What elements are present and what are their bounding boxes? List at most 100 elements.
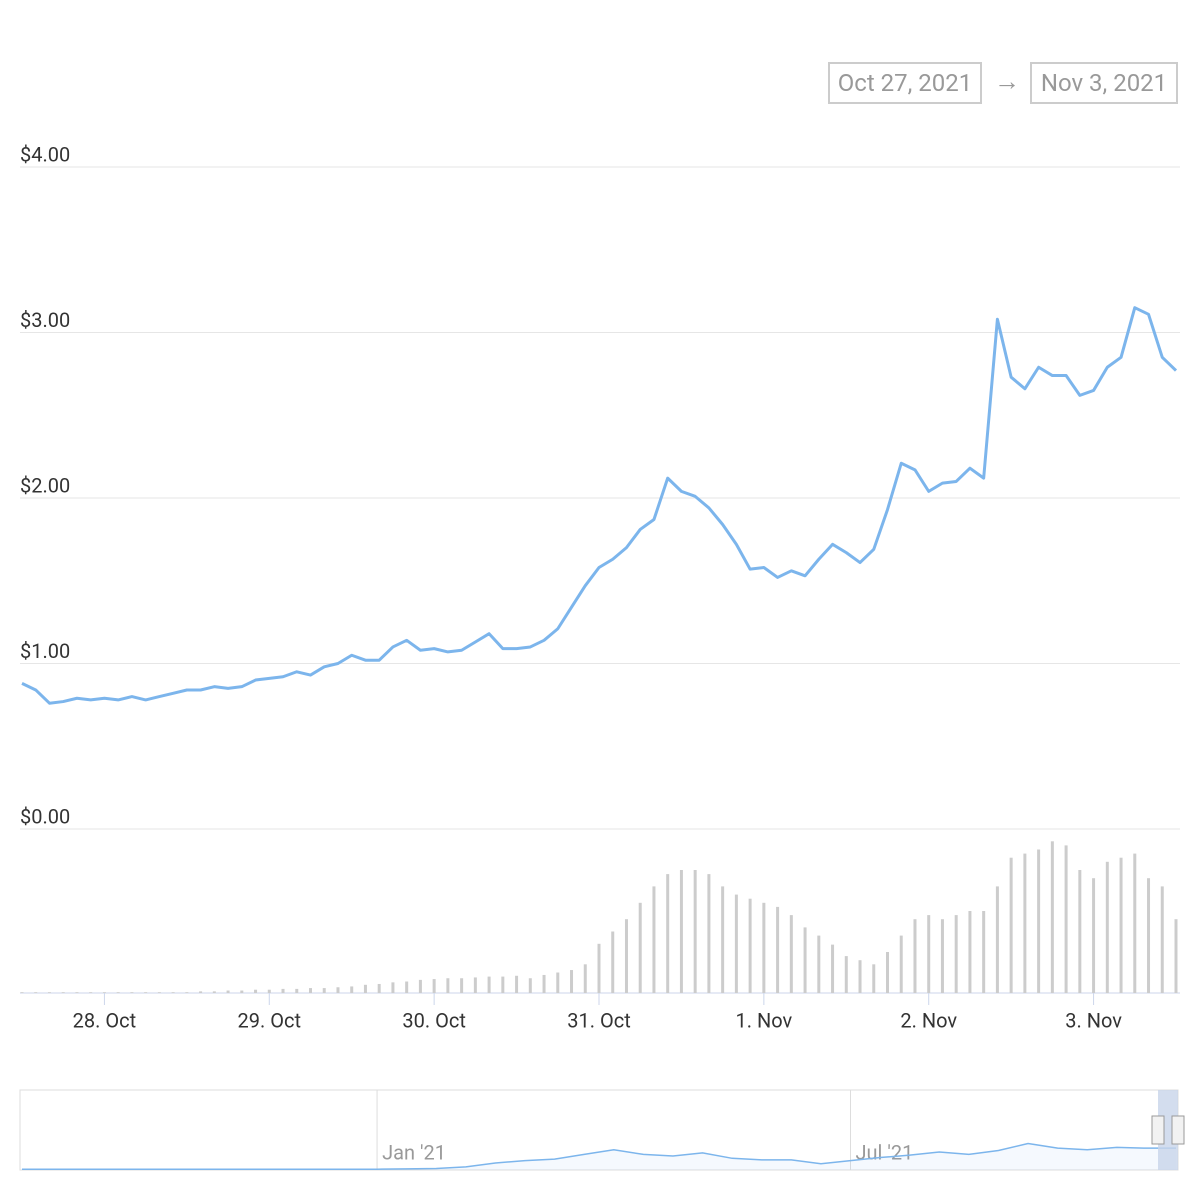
volume-bar [267, 989, 271, 993]
volume-bar [281, 988, 285, 993]
volume-bar [583, 964, 587, 993]
volume-bar [542, 974, 546, 993]
volume-bar [679, 870, 683, 993]
volume-bar [913, 919, 917, 993]
volume-bar [831, 944, 835, 993]
navigator-selection[interactable] [1158, 1090, 1178, 1170]
x-tick-label: 3. Nov [1065, 1008, 1122, 1032]
volume-bar [1133, 853, 1137, 993]
volume-bar [185, 992, 189, 993]
volume-bar [624, 919, 628, 993]
range-arrow: → [994, 67, 1020, 97]
volume-bar [473, 977, 477, 993]
volume-bar [789, 915, 793, 993]
y-tick-label: $3.00 [20, 308, 70, 332]
volume-bar [309, 988, 312, 993]
volume-bar [144, 992, 148, 993]
volume-bar [391, 982, 395, 993]
volume-bar [968, 911, 972, 993]
volume-bar [872, 964, 876, 993]
volume-bar [501, 976, 505, 993]
volume-bar [1092, 878, 1096, 993]
volume-bar [721, 886, 725, 993]
volume-bar [171, 992, 175, 993]
volume-bar [336, 987, 340, 993]
volume-bar [1174, 919, 1178, 993]
volume-bar [652, 886, 656, 993]
volume-bar [858, 960, 862, 993]
volume-bar [102, 992, 106, 993]
volume-bar [20, 992, 24, 993]
x-tick-label: 1. Nov [736, 1008, 793, 1032]
navigator-area [22, 1143, 1176, 1170]
volume-bar [1078, 870, 1082, 993]
volume-bar [844, 956, 848, 993]
range-to[interactable]: Nov 3, 2021 [1030, 62, 1178, 104]
y-tick-label: $0.00 [20, 804, 70, 828]
volume-bar [432, 979, 436, 993]
volume-bar [75, 992, 79, 993]
x-tick-label: 28. Oct [73, 1008, 137, 1032]
volume-bar [1119, 857, 1123, 993]
volume-bar [748, 898, 752, 993]
volume-bar [886, 952, 889, 993]
volume-bar [597, 943, 601, 993]
navigator-label: Jan '21 [382, 1140, 446, 1164]
volume-bar [776, 906, 780, 993]
volume-bar [47, 992, 51, 993]
volume-bar [1160, 886, 1164, 993]
range-from[interactable]: Oct 27, 2021 [828, 62, 982, 104]
price-line [21, 306, 1178, 705]
volume-bar [1023, 853, 1027, 993]
volume-bar [556, 972, 560, 993]
volume-bar [940, 919, 944, 993]
volume-bar [89, 992, 93, 993]
volume-bar [157, 992, 161, 993]
volume-bar [954, 915, 958, 993]
navigator-handle[interactable] [1151, 1115, 1165, 1145]
volume-bar [734, 894, 738, 993]
volume-bar [226, 990, 230, 993]
volume-bar [130, 992, 134, 993]
navigator-line [22, 1142, 1176, 1170]
volume-bar [666, 874, 670, 993]
volume-bar [762, 902, 766, 993]
volume-bar [1037, 849, 1041, 993]
volume-bar [1147, 878, 1151, 993]
volume-bar [528, 978, 532, 993]
volume-bar [199, 991, 203, 993]
volume-bar [295, 988, 299, 993]
y-tick-label: $4.00 [20, 142, 70, 166]
volume-bar [982, 911, 986, 993]
volume-bar [487, 976, 491, 993]
x-tick-label: 30. Oct [402, 1008, 466, 1032]
volume-bar [570, 970, 574, 993]
volume-bar [418, 979, 422, 993]
volume-bar [254, 989, 258, 993]
navigator-label: Jul '21 [856, 1140, 914, 1164]
volume-bar [460, 978, 464, 993]
volume-bar [803, 927, 807, 993]
volume-bar [350, 986, 354, 993]
x-tick-label: 31. Oct [567, 1008, 631, 1032]
x-tick-label: 29. Oct [238, 1008, 302, 1032]
navigator-handle[interactable] [1171, 1115, 1185, 1145]
volume-bar [707, 874, 711, 993]
volume-bar [693, 870, 697, 993]
y-tick-label: $2.00 [20, 473, 70, 497]
volume-bar [515, 975, 519, 993]
volume-bar [1050, 841, 1054, 993]
volume-bar [34, 992, 38, 993]
volume-bar [116, 992, 120, 993]
volume-bar [240, 990, 244, 993]
volume-bar [817, 935, 821, 993]
volume-bar [322, 988, 326, 993]
x-tick-label: 2. Nov [900, 1008, 957, 1032]
volume-bar [927, 915, 931, 993]
volume-bar [61, 992, 65, 993]
volume-bar [363, 984, 367, 993]
volume-bar [995, 886, 999, 993]
volume-bar [1105, 861, 1109, 993]
